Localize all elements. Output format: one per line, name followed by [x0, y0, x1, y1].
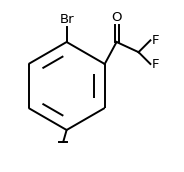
Text: F: F [151, 57, 159, 71]
Text: F: F [151, 34, 159, 47]
Text: O: O [111, 11, 122, 24]
Text: Br: Br [59, 13, 74, 26]
